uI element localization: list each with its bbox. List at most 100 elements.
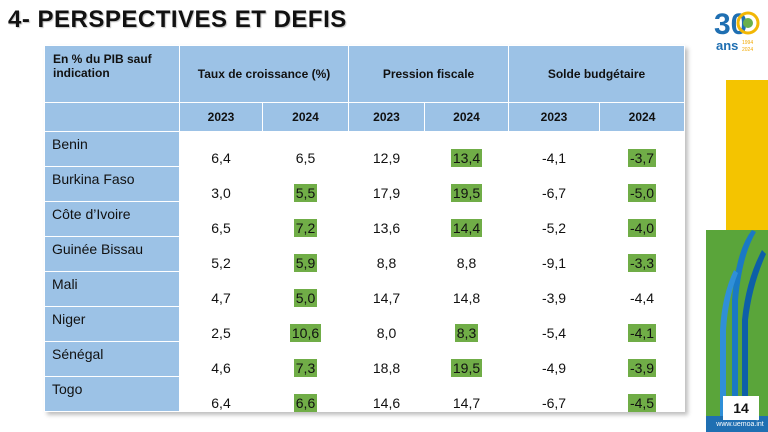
highlighted-value: 7,2 bbox=[293, 219, 318, 237]
value-cell: 19,5 bbox=[423, 166, 510, 202]
cell-value: 8,0 bbox=[376, 325, 397, 341]
year-header: 2024 bbox=[599, 102, 686, 132]
table-header-groups: En % du PIB sauf indication Taux de croi… bbox=[44, 45, 686, 103]
logo-year-end: 2024 bbox=[742, 47, 753, 53]
empty-header-cell bbox=[44, 102, 180, 132]
value-cell: 6,5 bbox=[179, 201, 263, 237]
value-cell: 14,7 bbox=[348, 271, 425, 307]
cell-value: 3,0 bbox=[211, 185, 231, 201]
highlighted-value: -4,1 bbox=[627, 324, 657, 342]
table-header-years: 2023 2024 2023 2024 2023 2024 bbox=[44, 102, 686, 132]
logo-number: 30 bbox=[714, 8, 747, 41]
highlighted-value: -3,7 bbox=[627, 149, 657, 167]
value-cell: 12,9 bbox=[348, 131, 425, 167]
country-name: Côte d’Ivoire bbox=[44, 201, 180, 237]
cell-value: 14,7 bbox=[372, 290, 401, 306]
cell-value: -3,9 bbox=[541, 290, 567, 306]
cell-value: 4,6 bbox=[211, 360, 231, 376]
highlighted-value: 14,4 bbox=[450, 219, 483, 237]
value-cell: 3,0 bbox=[179, 166, 263, 202]
cell-value: -4,1 bbox=[541, 150, 567, 166]
cell-value: 6,5 bbox=[295, 150, 316, 166]
highlighted-value: 5,0 bbox=[293, 289, 318, 307]
country-name: Benin bbox=[44, 131, 180, 167]
cell-value: 4,7 bbox=[211, 290, 231, 306]
table-row: Benin 6,4 6,5 12,9 13,4 -4,1 -3,7 bbox=[44, 131, 686, 167]
value-cell: 10,6 bbox=[262, 306, 349, 342]
cell-value: 8,8 bbox=[376, 255, 397, 271]
value-cell: 6,5 bbox=[262, 131, 349, 167]
value-cell: 8,8 bbox=[348, 236, 425, 272]
country-name: Togo bbox=[44, 376, 180, 412]
cell-value: 6,5 bbox=[211, 220, 231, 236]
highlighted-value: 5,9 bbox=[293, 254, 318, 272]
value-cell: -4,4 bbox=[599, 271, 686, 307]
table-row: Sénégal 4,6 7,3 18,8 19,5 -4,9 -3,9 bbox=[44, 341, 686, 377]
value-cell: -5,2 bbox=[508, 201, 601, 237]
table-row: Niger 2,5 10,6 8,0 8,3 -5,4 -4,1 bbox=[44, 306, 686, 342]
value-cell: 18,8 bbox=[348, 341, 425, 377]
logo-word: ans bbox=[716, 38, 738, 53]
value-cell: 8,0 bbox=[348, 306, 425, 342]
economic-indicators-table: En % du PIB sauf indication Taux de croi… bbox=[44, 45, 686, 412]
highlighted-value: -4,5 bbox=[627, 394, 657, 412]
table-row: Mali 4,7 5,0 14,7 14,8 -3,9 -4,4 bbox=[44, 271, 686, 307]
value-cell: -4,5 bbox=[599, 376, 686, 412]
table-row: Burkina Faso 3,0 5,5 17,9 19,5 -6,7 -5,0 bbox=[44, 166, 686, 202]
highlighted-value: 7,3 bbox=[293, 359, 318, 377]
decorative-side-band bbox=[706, 80, 768, 432]
year-header: 2023 bbox=[179, 102, 263, 132]
highlighted-value: -5,0 bbox=[627, 184, 657, 202]
value-cell: 7,2 bbox=[262, 201, 349, 237]
value-cell: -3,3 bbox=[599, 236, 686, 272]
value-cell: -6,7 bbox=[508, 166, 601, 202]
value-cell: -4,1 bbox=[599, 306, 686, 342]
page-number: 14 bbox=[723, 396, 759, 420]
highlighted-value: 19,5 bbox=[450, 184, 483, 202]
highlighted-value: 19,5 bbox=[450, 359, 483, 377]
value-cell: 2,5 bbox=[179, 306, 263, 342]
value-cell: 8,8 bbox=[423, 236, 510, 272]
highlighted-value: 13,4 bbox=[450, 149, 483, 167]
cell-value: -6,7 bbox=[541, 395, 567, 411]
cell-value: 17,9 bbox=[372, 185, 401, 201]
value-cell: -4,9 bbox=[508, 341, 601, 377]
country-name: Guinée Bissau bbox=[44, 236, 180, 272]
highlighted-value: 6,6 bbox=[293, 394, 318, 412]
cell-value: 12,9 bbox=[372, 150, 401, 166]
value-cell: 6,4 bbox=[179, 376, 263, 412]
cell-value: 5,2 bbox=[211, 255, 231, 271]
cell-value: 6,4 bbox=[211, 395, 231, 411]
website-url: www.uemoa.int bbox=[716, 421, 764, 428]
value-cell: 14,4 bbox=[423, 201, 510, 237]
highlighted-value: 5,5 bbox=[293, 184, 318, 202]
cell-value: 2,5 bbox=[211, 325, 231, 341]
value-cell: 14,6 bbox=[348, 376, 425, 412]
highlighted-value: 10,6 bbox=[289, 324, 322, 342]
table-row: Togo 6,4 6,6 14,6 14,7 -6,7 -4,5 bbox=[44, 376, 686, 412]
table-body: Benin 6,4 6,5 12,9 13,4 -4,1 -3,7 Burkina Faso 3… bbox=[44, 131, 686, 412]
value-cell: 14,7 bbox=[423, 376, 510, 412]
year-header: 2023 bbox=[348, 102, 425, 132]
cell-value: -5,4 bbox=[541, 325, 567, 341]
logo-leaf bbox=[743, 18, 753, 28]
value-cell: -5,0 bbox=[599, 166, 686, 202]
logo-ring bbox=[736, 11, 760, 35]
value-cell: 19,5 bbox=[423, 341, 510, 377]
cell-value: 14,7 bbox=[452, 395, 481, 411]
value-cell: 5,0 bbox=[262, 271, 349, 307]
value-cell: 13,4 bbox=[423, 131, 510, 167]
value-cell: -3,7 bbox=[599, 131, 686, 167]
value-cell: 7,3 bbox=[262, 341, 349, 377]
cell-value: 14,6 bbox=[372, 395, 401, 411]
value-cell: 5,9 bbox=[262, 236, 349, 272]
cell-value: 18,8 bbox=[372, 360, 401, 376]
year-header: 2024 bbox=[423, 102, 510, 132]
value-cell: 4,6 bbox=[179, 341, 263, 377]
value-cell: -3,9 bbox=[508, 271, 601, 307]
value-cell: -5,4 bbox=[508, 306, 601, 342]
value-cell: -4,0 bbox=[599, 201, 686, 237]
cell-value: -4,4 bbox=[629, 290, 655, 306]
year-header: 2024 bbox=[262, 102, 349, 132]
group-header-tax-pressure: Pression fiscale bbox=[347, 45, 510, 103]
